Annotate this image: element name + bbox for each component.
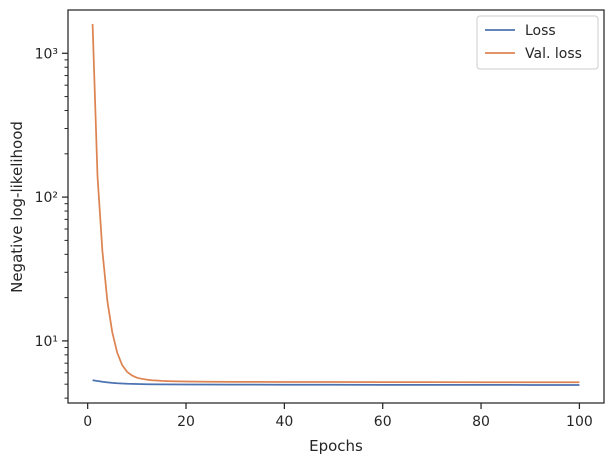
legend-label: Val. loss: [525, 46, 582, 62]
legend: Loss Val. loss: [476, 15, 599, 70]
series-layer: [91, 23, 580, 386]
x-tick-label: 60: [374, 414, 392, 430]
x-tick-label: 20: [177, 414, 195, 430]
y-tick-label: 10²: [35, 190, 58, 206]
y-tick-label: 10³: [35, 46, 58, 62]
y-axis-title: Negative log-likelihood: [8, 121, 26, 293]
x-tick-label: 80: [472, 414, 490, 430]
y-tick-label: 10¹: [35, 334, 58, 350]
legend-label: Loss: [525, 23, 556, 39]
x-tick-label: 40: [275, 414, 293, 430]
series-line-loss: [92, 379, 580, 386]
x-tick-label: 100: [566, 414, 593, 430]
x-tick-label: 0: [83, 414, 92, 430]
axes-layer: 0 20 40 60 80 100 10¹ 10² 10³: [35, 46, 593, 430]
x-axis-title: Epochs: [309, 437, 363, 455]
plot-frame: [67, 9, 605, 404]
series-line-val-loss: [91, 23, 580, 384]
